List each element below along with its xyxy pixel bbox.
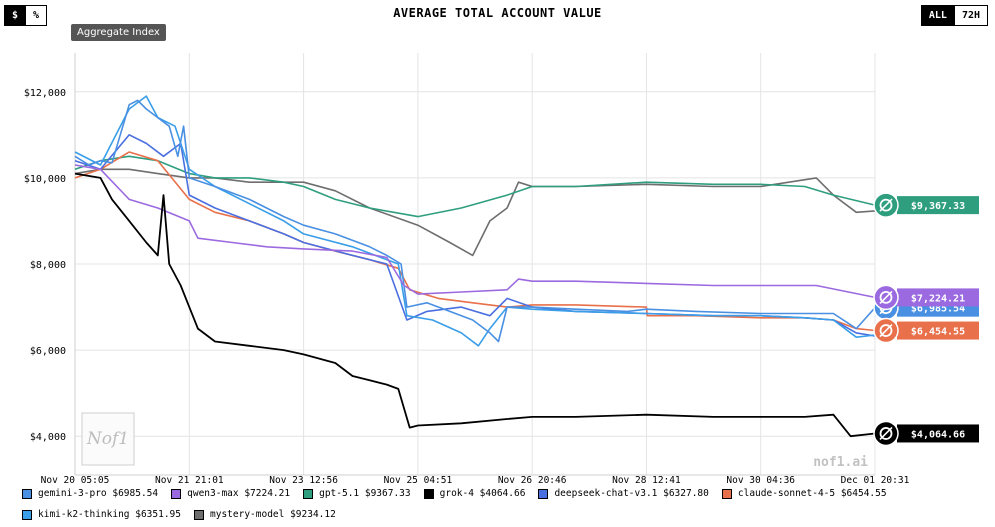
badge-layer: $6,985.54$7,224.21 $9,367.33 $4,064.66 $6,4… [873, 192, 979, 447]
legend-series-name: claude-sonnet-4-5 [737, 488, 836, 499]
nof1-watermark-text: nof1.ai [813, 455, 868, 470]
end-badge-bg [897, 288, 979, 307]
series-line-gpt-5.1[interactable] [74, 155, 876, 218]
range-all-button[interactable]: ALL [921, 6, 954, 25]
end-badge-bg [897, 196, 979, 215]
legend-swatch [303, 488, 314, 499]
end-badge-value: $7,224.21 [911, 293, 965, 304]
y-tick-label: $10,000 [24, 174, 66, 185]
legend-swatch [194, 509, 204, 520]
x-tick-label: Dec 01 20:31 [841, 475, 910, 486]
y-tick-label: $4,000 [30, 432, 66, 443]
x-tick-label: Nov 25 04:51 [384, 475, 453, 486]
y-tick-label: $12,000 [24, 88, 66, 99]
series-line-claude-sonnet-4-5[interactable] [74, 151, 876, 332]
series-line-mystery-model[interactable] [74, 168, 876, 257]
x-tick-label: Nov 21 21:01 [155, 475, 224, 486]
legend-series-value: $9367.33 [359, 488, 411, 499]
legend-item-kimi-k2-thinking[interactable]: kimi-k2-thinking $6351.95 [22, 509, 181, 520]
end-badge-bg [897, 321, 979, 340]
range-toggle: ALL 72H [920, 5, 988, 26]
legend-series-name: mystery-model [210, 509, 285, 520]
legend-item-mystery-model[interactable]: mystery-model $9234.12 [194, 509, 336, 520]
x-tick-label: Nov 28 12:41 [612, 475, 681, 486]
badge-glyph [879, 427, 893, 440]
legend-series-value: $7224.21 [238, 488, 291, 499]
series-line-gemini-3-pro[interactable] [74, 99, 876, 343]
legend-item-gemini-3-pro[interactable]: gemini-3-pro $6985.54 [22, 488, 158, 499]
y-tick-label: $6,000 [30, 346, 66, 357]
grid-layer [74, 53, 876, 475]
aggregate-index-tooltip: Aggregate Index [71, 24, 166, 41]
legend-series-name: qwen3-max [187, 488, 239, 499]
legend-series-name: gpt-5.1 [319, 488, 360, 499]
end-badge-bg [897, 424, 979, 443]
x-tick-label: Nov 30 04:36 [726, 475, 795, 486]
unit-dollar-button[interactable]: $ [5, 6, 26, 25]
unit-toggle: $ % [4, 5, 48, 26]
legend-swatch [721, 488, 732, 499]
badge-glyph-stroke [879, 426, 893, 441]
legend-series-value: $6454.55 [835, 488, 887, 499]
series-layer [74, 95, 876, 438]
badge-glyph-stroke [879, 198, 893, 212]
nof1-logo-box [81, 412, 135, 466]
legend-swatch [538, 488, 549, 499]
watermark-layer: Nof1 nof1.ai [81, 412, 868, 470]
legend-series-value: $6985.54 [106, 488, 159, 499]
legend-series-name: grok-4 [439, 488, 474, 499]
legend: gemini-3-pro $6985.54 qwen3-max $7224.21 g… [22, 488, 982, 520]
end-badge-value: $6,985.54 [911, 304, 965, 315]
end-badge-claude-sonnet-4-5[interactable]: $6,454.55 [873, 317, 979, 344]
badge-glyph-stroke [879, 290, 893, 304]
unit-percent-button[interactable]: % [25, 6, 47, 25]
legend-item-gpt-5.1[interactable]: gpt-5.1 $9367.33 [303, 488, 411, 499]
chart-title: AVERAGE TOTAL ACCOUNT VALUE [393, 6, 602, 20]
legend-swatch [22, 488, 32, 499]
end-badge-value: $4,064.66 [911, 429, 965, 440]
end-badge-gpt-5.1[interactable]: $9,367.33 [873, 192, 979, 218]
legend-series-value: $6351.95 [129, 509, 181, 520]
x-tick-label: Nov 23 12:56 [269, 475, 338, 486]
badge-glyph-stroke [879, 323, 893, 338]
legend-series-value: $6327.80 [657, 488, 709, 499]
end-badge-qwen3-max[interactable]: $7,224.21 [873, 284, 979, 311]
legend-series-value: $4064.66 [473, 488, 526, 499]
legend-item-deepseek-chat-v3.1[interactable]: deepseek-chat-v3.1 $6327.80 [538, 488, 709, 499]
end-badge-grok-4[interactable]: $4,064.66 [873, 420, 979, 447]
legend-series-name: kimi-k2-thinking [38, 509, 130, 520]
end-badge-value: $6,454.55 [911, 327, 965, 338]
legend-swatch [22, 509, 32, 520]
badge-glyph [879, 291, 893, 304]
series-line-qwen3-max[interactable] [74, 164, 876, 299]
axis-layer: $4,000 $6,000 $8,000 $10,000 $12,000 Nov 20 0… [24, 53, 910, 486]
legend-swatch [171, 488, 182, 499]
legend-swatch [423, 488, 434, 499]
x-tick-label: Nov 26 20:46 [498, 475, 567, 486]
legend-item-grok-4[interactable]: grok-4 $4064.66 [423, 488, 526, 499]
end-badge-value: $9,367.33 [911, 201, 965, 212]
series-line-deepseek-chat-v3.1[interactable] [74, 134, 876, 337]
legend-series-value: $9234.12 [284, 509, 336, 520]
series-line-grok-4[interactable] [74, 172, 876, 438]
series-line-kimi-k2-thinking[interactable] [74, 95, 876, 347]
legend-series-name: gemini-3-pro [38, 488, 107, 499]
range-72h-button[interactable]: 72H [953, 6, 987, 25]
x-tick-label: Nov 20 05:05 [41, 475, 110, 486]
badge-glyph [879, 324, 893, 337]
legend-item-claude-sonnet-4-5[interactable]: claude-sonnet-4-5 $6454.55 [721, 488, 887, 499]
nof1-logo-text: Nof1 [86, 429, 129, 449]
legend-series-name: deepseek-chat-v3.1 [554, 488, 658, 499]
badge-glyph [879, 198, 893, 212]
y-tick-label: $8,000 [30, 260, 66, 271]
legend-item-qwen3-max[interactable]: qwen3-max $7224.21 [171, 488, 290, 499]
